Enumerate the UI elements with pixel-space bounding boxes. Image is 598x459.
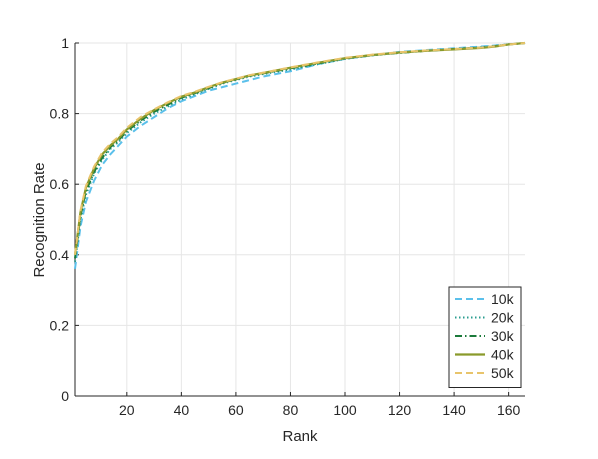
axes-layer: 20 40 60 80 100 120 140 160 0 0.2 0.4 0.6 0.8 1: [50, 35, 525, 418]
data-point-10k: [208, 90, 210, 92]
data-point-50k: [494, 45, 496, 47]
legend-label-30k: 30k: [491, 328, 515, 344]
data-point-30k: [74, 258, 76, 260]
x-tick-label: 80: [283, 402, 299, 418]
data-point-50k: [317, 62, 319, 64]
y-tick-label: 1: [61, 35, 69, 51]
y-tick-label: 0.8: [50, 106, 70, 122]
series-line-40k: [73, 41, 526, 255]
data-point-50k: [101, 152, 103, 154]
x-tick-label: 60: [228, 402, 244, 418]
y-tick-label: 0.6: [50, 176, 70, 192]
data-point-50k: [508, 44, 510, 46]
series-line-10k: [74, 42, 526, 270]
series-line-20k: [74, 42, 526, 262]
data-point-50k: [110, 143, 112, 145]
data-point-10k: [153, 116, 155, 118]
data-point-50k: [235, 78, 237, 80]
data-point-50k: [80, 210, 82, 212]
data-point-10k: [262, 76, 264, 78]
data-point-10k: [221, 86, 223, 88]
data-point-50k: [344, 57, 346, 59]
data-point-50k: [249, 74, 251, 76]
data-point-50k: [290, 67, 292, 69]
data-point-40k: [118, 138, 120, 140]
data-point-50k: [118, 136, 120, 138]
data-point-20k: [74, 261, 76, 263]
legend-label-10k: 10k: [491, 291, 515, 307]
data-point-50k: [262, 72, 264, 74]
y-tick-label: 0.4: [50, 247, 70, 263]
x-tick-label: 100: [333, 402, 357, 418]
data-point-50k: [453, 48, 455, 50]
data-point-50k: [399, 51, 401, 53]
data-point-10k: [249, 79, 251, 81]
data-point-50k: [153, 109, 155, 111]
data-point-20k: [118, 141, 120, 143]
data-point-10k: [110, 153, 112, 155]
x-tick-label: 40: [174, 402, 190, 418]
data-point-50k: [194, 91, 196, 93]
legend: 10k 20k 30k 40k 50k: [448, 286, 522, 388]
data-point-40k: [126, 129, 128, 131]
data-point-50k: [524, 42, 526, 44]
data-point-50k: [74, 254, 76, 256]
data-point-50k: [167, 102, 169, 104]
data-point-50k: [85, 185, 87, 187]
data-point-50k: [221, 81, 223, 83]
x-tick-label: 120: [388, 402, 412, 418]
y-axis-label: Recognition Rate: [31, 162, 48, 277]
legend-label-40k: 40k: [491, 347, 515, 363]
data-point-10k: [167, 108, 169, 110]
data-point-10k: [181, 100, 183, 102]
data-point-50k: [371, 54, 373, 56]
data-point-10k: [235, 83, 237, 85]
legend-label-20k: 20k: [491, 310, 515, 326]
data-point-10k: [118, 145, 120, 147]
data-point-50k: [208, 86, 210, 88]
data-point-50k: [140, 116, 142, 118]
data-point-10k: [140, 125, 142, 127]
data-point-50k: [126, 127, 128, 129]
data-point-50k: [93, 166, 95, 168]
data-point-10k: [74, 268, 76, 270]
grid-layer: [75, 42, 525, 397]
data-point-10k: [290, 70, 292, 72]
legend-label-50k: 50k: [491, 365, 515, 381]
y-tick-label: 0.2: [50, 317, 70, 333]
data-point-20k: [140, 122, 142, 124]
data-point-10k: [126, 136, 128, 138]
data-point-50k: [481, 47, 483, 49]
data-point-10k: [101, 164, 103, 166]
y-tick-label: 0: [61, 388, 69, 404]
data-point-10k: [93, 180, 95, 182]
data-point-50k: [181, 95, 183, 97]
series-line-30k: [74, 42, 526, 259]
series-line-50k: [74, 42, 526, 255]
x-tick-label: 160: [497, 402, 521, 418]
data-point-40k: [80, 212, 82, 214]
x-tick-label: 20: [119, 402, 135, 418]
x-axis-label: Rank: [282, 428, 318, 445]
data-point-40k: [110, 145, 112, 147]
legend-box: [448, 286, 522, 388]
data-point-50k: [426, 50, 428, 52]
x-tick-label: 140: [442, 402, 466, 418]
series-layer: [73, 41, 526, 270]
